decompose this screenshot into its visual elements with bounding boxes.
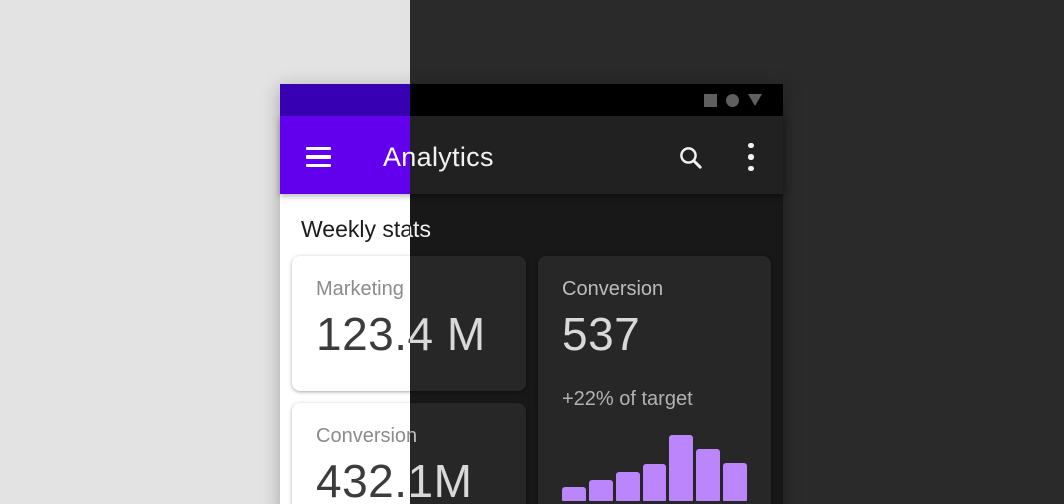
card-value: 537 (562, 308, 641, 360)
app-bar: Analytics (383, 116, 783, 194)
appbar-actions (677, 142, 764, 172)
card-value: 123.4 M (316, 308, 486, 360)
status-bar (280, 84, 410, 116)
card-label: Conversion (562, 278, 664, 300)
content-area: Weekly stats Marketing 123.4 M Conversio… (410, 194, 783, 504)
card-value: 432.1M (316, 455, 473, 504)
page-title: Analytics (383, 142, 410, 173)
square-icon (704, 93, 717, 107)
page-title: Analytics (383, 141, 494, 172)
overflow-menu-icon[interactable] (738, 142, 764, 172)
search-icon[interactable] (677, 144, 704, 171)
card-subtext: +22% of target (562, 388, 693, 410)
circle-icon (726, 93, 739, 107)
card-value: 432.1M (410, 454, 502, 504)
status-bar (410, 84, 783, 116)
card-marketing[interactable]: Marketing 123.4 M (292, 256, 486, 391)
card-grid: Marketing 123.4 M Conversion 432.1M Conv… (410, 256, 771, 504)
card-conversion-left[interactable]: Conversion 432.1M (410, 403, 526, 504)
section-title: Weekly stats (410, 216, 771, 242)
bar-chart (562, 435, 748, 501)
app-bar: Analytics (280, 116, 410, 194)
phone-frame: Analytics Weekly stats (280, 84, 486, 504)
content-area: Weekly stats Marketing 123.4 M Conversio… (280, 194, 486, 504)
bar (588, 480, 613, 501)
bar (615, 472, 640, 501)
bar (696, 449, 721, 501)
card-conversion-right[interactable]: Conversion 537 +22% of target (538, 256, 771, 504)
bar (669, 435, 694, 501)
triangle-down-icon (748, 94, 762, 106)
section-title: Weekly stats (301, 216, 431, 242)
card-marketing[interactable]: Marketing 123.4 M (410, 256, 526, 391)
bar (562, 487, 586, 501)
menu-icon[interactable] (306, 147, 331, 167)
card-label: Conversion (316, 425, 418, 447)
bar (642, 464, 667, 501)
card-value: 123.4 M (410, 307, 502, 361)
bar (723, 463, 748, 501)
card-label: Conversion (410, 425, 502, 448)
card-grid: Marketing 123.4 M Conversion 432.1M Conv… (292, 256, 486, 504)
card-label: Marketing (316, 278, 404, 300)
phone-frame: Analytics Weekly stats (383, 84, 783, 504)
card-conversion-left[interactable]: Conversion 432.1M (292, 403, 473, 504)
